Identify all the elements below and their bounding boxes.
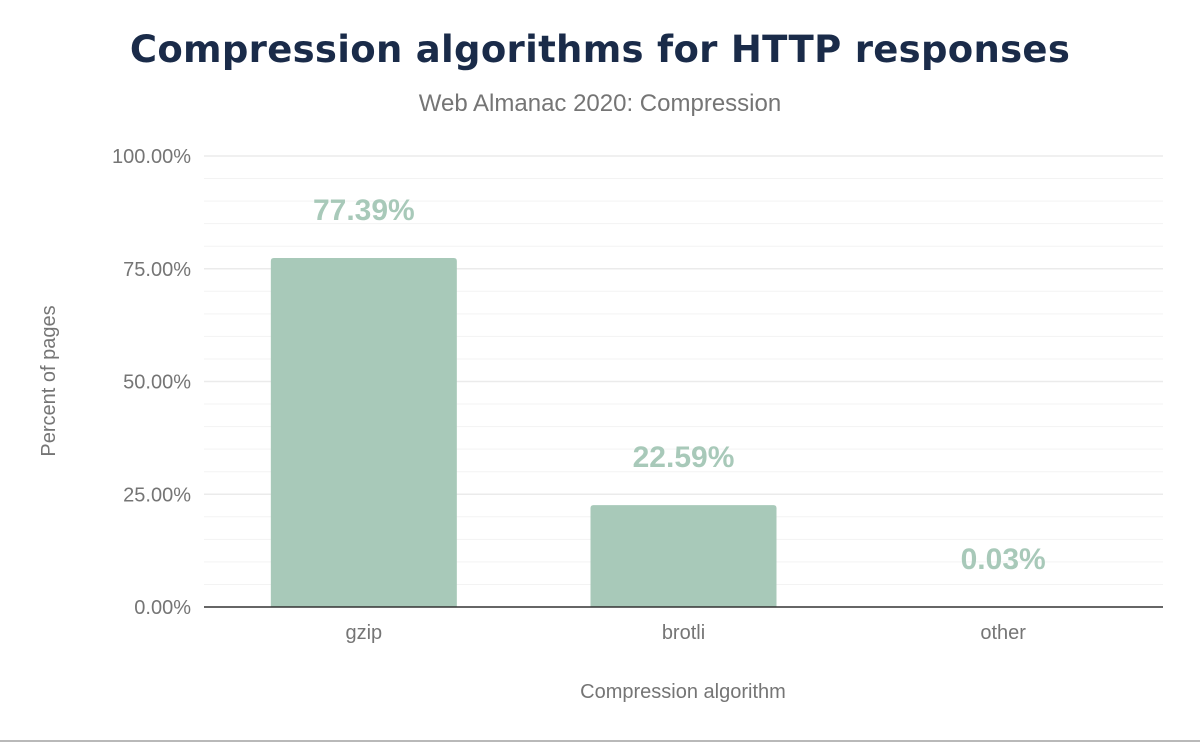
- y-tick-label: 50.00%: [123, 372, 191, 394]
- y-tick-label: 100.00%: [112, 146, 191, 168]
- y-tick-label: 0.00%: [134, 597, 191, 619]
- x-tick-label: other: [980, 622, 1026, 644]
- y-tick-label: 75.00%: [123, 259, 191, 281]
- chart-title: Compression algorithms for HTTP response…: [129, 28, 1071, 71]
- chart-subtitle: Web Almanac 2020: Compression: [418, 90, 782, 117]
- x-tick-label: brotli: [662, 622, 705, 644]
- y-axis-title: Percent of pages: [38, 305, 60, 456]
- bar-brotli: [590, 505, 777, 607]
- bar-gzip: [270, 257, 457, 607]
- y-tick-label: 25.00%: [123, 484, 191, 506]
- bottom-divider: [0, 740, 1200, 742]
- data-label: 22.59%: [633, 441, 735, 474]
- x-axis-title: Compression algorithm: [580, 681, 786, 703]
- data-label: 0.03%: [961, 543, 1046, 576]
- data-label: 77.39%: [313, 194, 415, 227]
- x-tick-label: gzip: [345, 622, 382, 644]
